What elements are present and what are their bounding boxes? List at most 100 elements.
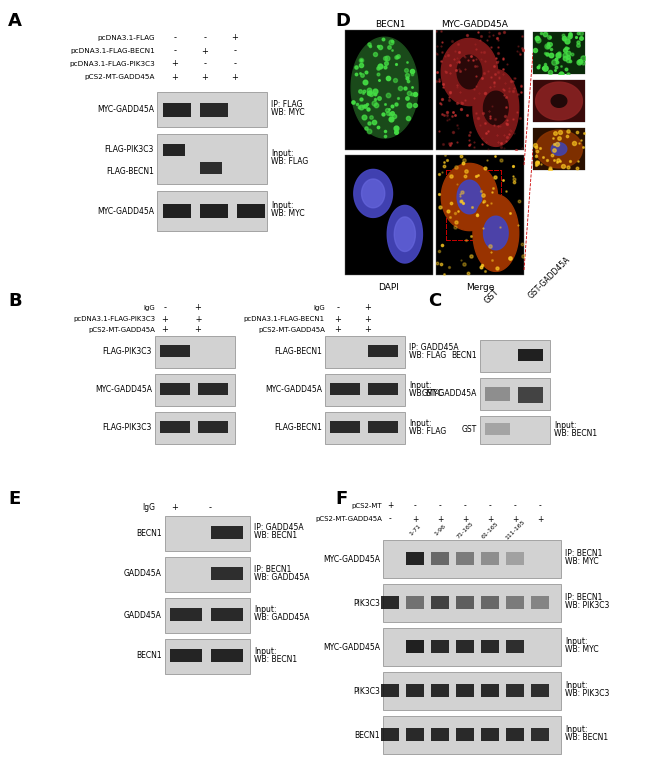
Text: +: + bbox=[231, 33, 239, 43]
Polygon shape bbox=[473, 194, 519, 272]
Text: WB: BECN1: WB: BECN1 bbox=[254, 532, 297, 540]
Bar bbox=[533, 80, 585, 122]
Text: WB: FLAG: WB: FLAG bbox=[409, 426, 447, 436]
Text: -: - bbox=[489, 502, 491, 511]
Text: GADD45A: GADD45A bbox=[124, 570, 162, 578]
Text: 71-165: 71-165 bbox=[456, 521, 474, 539]
Bar bbox=[160, 383, 190, 395]
Bar bbox=[198, 383, 228, 395]
Polygon shape bbox=[441, 39, 498, 105]
Bar bbox=[480, 378, 550, 410]
Text: 1-71: 1-71 bbox=[408, 523, 422, 536]
Text: GST-GADD45A: GST-GADD45A bbox=[422, 389, 477, 399]
Text: -: - bbox=[463, 502, 467, 511]
Polygon shape bbox=[533, 32, 585, 74]
Bar bbox=[200, 102, 228, 117]
Bar bbox=[406, 728, 424, 741]
Text: +: + bbox=[231, 73, 239, 81]
Text: +: + bbox=[162, 314, 168, 324]
Bar bbox=[165, 639, 250, 674]
Bar bbox=[533, 128, 585, 170]
Text: WB: FLAG: WB: FLAG bbox=[409, 351, 447, 359]
Bar bbox=[456, 684, 474, 697]
Text: Input:: Input: bbox=[409, 381, 432, 389]
Bar bbox=[325, 412, 405, 444]
Text: WB: FLAG: WB: FLAG bbox=[271, 157, 308, 166]
Text: +: + bbox=[365, 326, 371, 334]
Bar bbox=[368, 421, 398, 433]
Bar bbox=[368, 383, 398, 395]
Bar bbox=[163, 102, 191, 117]
Text: WB: PIK3C3: WB: PIK3C3 bbox=[565, 689, 610, 697]
Text: BECN1: BECN1 bbox=[136, 529, 162, 537]
Bar bbox=[345, 30, 433, 150]
Bar bbox=[531, 728, 549, 741]
Bar bbox=[431, 552, 449, 565]
Text: IP: BECN1: IP: BECN1 bbox=[254, 564, 291, 574]
Polygon shape bbox=[533, 128, 585, 170]
Text: E: E bbox=[8, 490, 20, 508]
Text: +: + bbox=[162, 326, 168, 334]
Text: BECN1: BECN1 bbox=[375, 20, 405, 29]
Bar bbox=[506, 596, 524, 609]
Text: -: - bbox=[233, 60, 237, 69]
Text: WB: MYC: WB: MYC bbox=[565, 557, 599, 566]
Polygon shape bbox=[457, 55, 482, 89]
Text: -: - bbox=[389, 515, 391, 523]
Text: IgG: IgG bbox=[143, 305, 155, 311]
Bar bbox=[481, 552, 499, 565]
Bar bbox=[506, 684, 524, 697]
Bar bbox=[211, 649, 243, 662]
Text: Input:: Input: bbox=[254, 605, 276, 615]
Bar bbox=[531, 596, 549, 609]
Bar bbox=[431, 640, 449, 653]
Polygon shape bbox=[551, 94, 567, 108]
Text: Input:: Input: bbox=[254, 646, 276, 656]
Bar bbox=[325, 374, 405, 406]
Text: +: + bbox=[365, 303, 371, 313]
Bar bbox=[506, 552, 524, 565]
Text: 1-96: 1-96 bbox=[434, 523, 447, 536]
Text: -: - bbox=[164, 303, 166, 313]
Bar bbox=[406, 684, 424, 697]
Text: Input:: Input: bbox=[565, 636, 588, 646]
Text: +: + bbox=[335, 326, 341, 334]
Text: +: + bbox=[412, 515, 418, 523]
Text: pcDNA3.1-FLAG-BECN1: pcDNA3.1-FLAG-BECN1 bbox=[244, 316, 325, 322]
Text: WB: MYC: WB: MYC bbox=[409, 389, 443, 398]
Bar bbox=[406, 640, 424, 653]
Bar bbox=[237, 204, 265, 218]
Bar bbox=[157, 191, 267, 231]
Text: GST: GST bbox=[462, 426, 477, 434]
Text: IgG: IgG bbox=[142, 504, 155, 512]
Bar bbox=[155, 412, 235, 444]
Bar bbox=[330, 383, 360, 395]
Text: pCS2-MT-GADD45A: pCS2-MT-GADD45A bbox=[88, 327, 155, 333]
Bar bbox=[368, 345, 398, 357]
Text: Input:: Input: bbox=[565, 680, 588, 690]
Text: +: + bbox=[172, 504, 179, 512]
Text: +: + bbox=[194, 303, 202, 313]
Bar bbox=[165, 557, 250, 592]
Text: +: + bbox=[365, 314, 371, 324]
Text: BECN1: BECN1 bbox=[451, 351, 477, 361]
Text: MYC-GADD45A: MYC-GADD45A bbox=[97, 207, 154, 215]
Text: pcDNA3.1-FLAG-PIK3C3: pcDNA3.1-FLAG-PIK3C3 bbox=[70, 61, 155, 67]
Bar bbox=[165, 516, 250, 551]
Bar bbox=[481, 684, 499, 697]
Text: MYC-GADD45A: MYC-GADD45A bbox=[97, 105, 154, 114]
Bar bbox=[211, 526, 243, 539]
Bar bbox=[163, 204, 191, 218]
Text: +: + bbox=[335, 314, 341, 324]
Text: Input:: Input: bbox=[554, 420, 577, 430]
Polygon shape bbox=[361, 179, 385, 207]
Text: Input:: Input: bbox=[565, 724, 588, 734]
Text: IP: GADD45A: IP: GADD45A bbox=[409, 343, 459, 351]
Polygon shape bbox=[533, 80, 585, 122]
Text: IP: BECN1: IP: BECN1 bbox=[565, 549, 603, 557]
Text: +: + bbox=[202, 73, 209, 81]
Text: 111-165: 111-165 bbox=[504, 519, 526, 541]
Text: A: A bbox=[8, 12, 22, 30]
Text: Merge: Merge bbox=[466, 283, 494, 292]
Bar bbox=[160, 345, 190, 357]
